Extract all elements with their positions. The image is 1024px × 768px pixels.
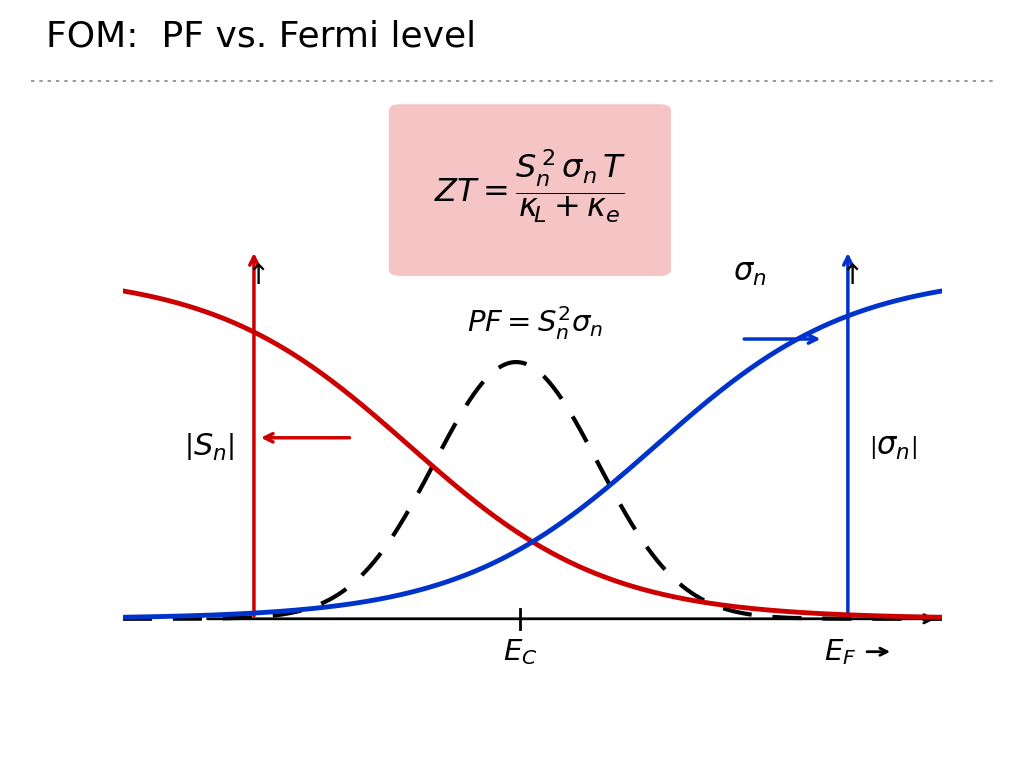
Text: FOM:  PF vs. Fermi level: FOM: PF vs. Fermi level [46,19,476,53]
Text: NANOHUB   PURDUE: NANOHUB PURDUE [41,727,182,740]
Text: Lundstrom nanoHUB-U Fall 2013: Lundstrom nanoHUB-U Fall 2013 [366,724,658,743]
Text: $ZT = \dfrac{S_n^{\,2}\,\sigma_n\, T}{\kappa_{\!L} + \kappa_e}$: $ZT = \dfrac{S_n^{\,2}\,\sigma_n\, T}{\k… [434,148,626,225]
Text: $E_F$: $E_F$ [823,637,856,667]
FancyBboxPatch shape [389,104,671,276]
Text: 15: 15 [954,723,983,743]
Text: $\left|\sigma_n\right|$: $\left|\sigma_n\right|$ [869,433,916,462]
Text: $\left|S_n\right|$: $\left|S_n\right|$ [183,432,234,463]
Text: $\uparrow$: $\uparrow$ [242,262,266,290]
Text: $\uparrow$: $\uparrow$ [836,262,860,290]
Text: $E_C$: $E_C$ [503,637,538,667]
Text: $PF = S_n^2\sigma_n$: $PF = S_n^2\sigma_n$ [467,303,603,342]
Text: $\sigma_n$: $\sigma_n$ [733,259,767,288]
